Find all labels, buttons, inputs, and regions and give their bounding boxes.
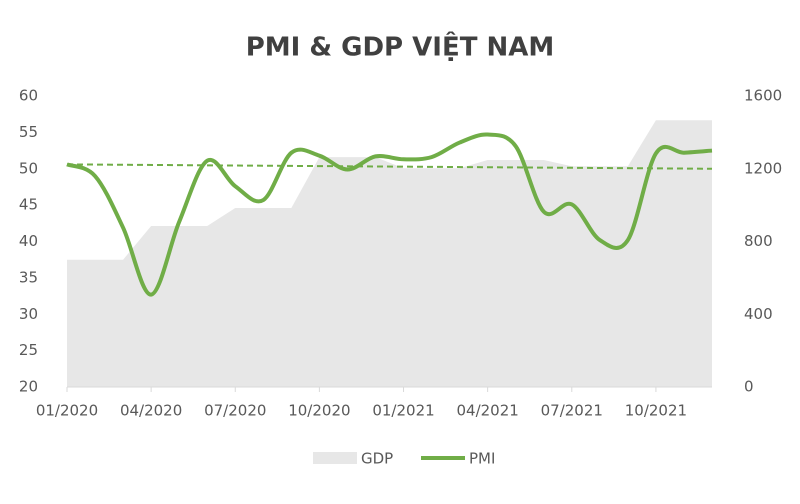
legend-swatch <box>313 452 357 464</box>
y-tick-label: 25 <box>19 341 38 359</box>
y2-tick-label: 800 <box>744 232 773 250</box>
y-tick-label: 35 <box>19 268 38 286</box>
x-tick-label: 04/2021 <box>456 402 518 420</box>
legend-label: GDP <box>361 450 393 468</box>
x-tick-label: 10/2020 <box>288 402 350 420</box>
y-tick-label: 30 <box>19 305 38 323</box>
y2-tick-label: 400 <box>744 305 773 323</box>
chart-title: PMI & GDP VIỆT NAM <box>246 31 555 63</box>
y-tick-label: 50 <box>19 159 38 177</box>
x-tick-label: 01/2020 <box>36 402 98 420</box>
pmi-line <box>66 132 713 297</box>
gdp-area <box>67 120 712 387</box>
y-tick-label: 45 <box>19 196 38 214</box>
x-tick-label: 01/2021 <box>372 402 434 420</box>
y-tick-label: 40 <box>19 232 38 250</box>
y-tick-label: 60 <box>19 87 38 105</box>
y-tick-label: 20 <box>19 378 38 396</box>
y-tick-label: 55 <box>19 123 38 141</box>
y2-tick-label: 1200 <box>744 159 782 177</box>
y2-tick-label: 1600 <box>744 87 782 105</box>
trendline <box>66 163 713 170</box>
y2-tick-label: 0 <box>744 378 754 396</box>
x-tick-label: 10/2021 <box>625 402 687 420</box>
x-tick-label: 07/2021 <box>541 402 603 420</box>
x-tick-label: 04/2020 <box>120 402 182 420</box>
x-tick-label: 07/2020 <box>204 402 266 420</box>
legend-label: PMI <box>469 450 495 468</box>
